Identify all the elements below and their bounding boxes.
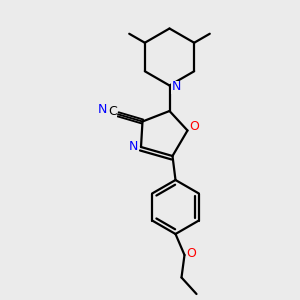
Text: N: N: [129, 140, 138, 154]
Text: N: N: [98, 103, 107, 116]
Text: O: O: [186, 247, 196, 260]
Text: C: C: [108, 105, 117, 119]
Text: N: N: [171, 80, 181, 94]
Text: O: O: [189, 120, 199, 134]
